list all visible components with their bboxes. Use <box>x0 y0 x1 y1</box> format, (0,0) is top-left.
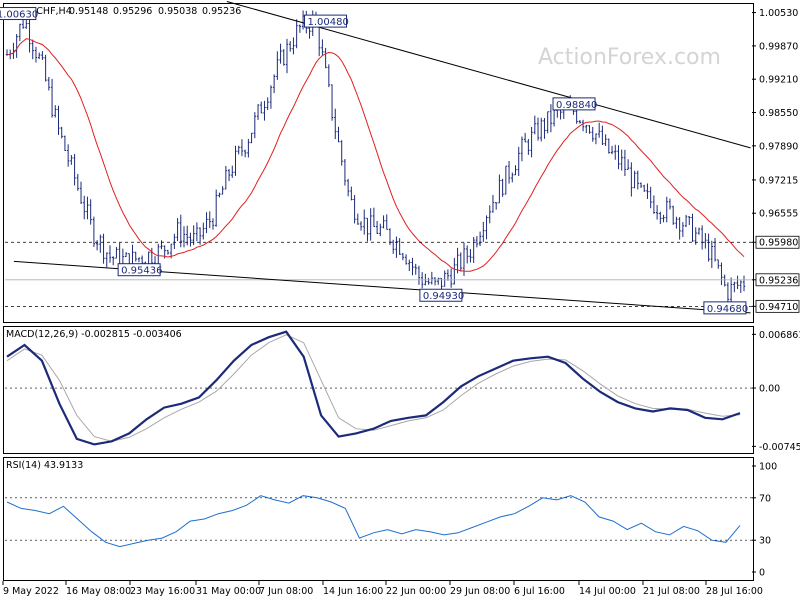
rsi-panel-frame <box>3 457 754 581</box>
rsi-axis-label: 70 <box>759 493 771 504</box>
price-axis-label: 1.00530 <box>759 8 798 19</box>
price-axis-label: 0.99870 <box>759 41 798 52</box>
price-axis: 1.00530 0.99870 0.99210 0.98550 0.97890 0.972… <box>752 8 800 313</box>
price-annotation-box <box>117 263 161 277</box>
price-axis-label: 0.96555 <box>759 209 798 220</box>
time-axis-label: 29 Jun 08:00 <box>450 586 510 597</box>
time-axis-label: 9 May 2022 <box>3 586 59 597</box>
macd-axis-label: -0.007454 <box>759 442 800 453</box>
rsi-line <box>6 495 741 548</box>
macd-axis: 0.006861 0.00 -0.007454 <box>752 330 800 453</box>
time-axis-label: 31 May 00:00 <box>196 586 261 597</box>
price-annotation: 0.94680 <box>703 301 748 315</box>
price-axis-label-box <box>755 273 800 287</box>
price-axis-label: 0.95236 <box>759 275 798 286</box>
rsi-axis-label: 100 <box>759 462 777 473</box>
time-axis-label: 6 Jul 16:00 <box>514 586 565 597</box>
price-panel-header: USDCHF,H4 0.95148 0.95296 0.95038 0.9523… <box>6 6 241 17</box>
macd-line <box>6 330 741 446</box>
price-axis-label: 0.99210 <box>759 75 798 86</box>
watermark: ActionForex.com <box>538 45 721 70</box>
price-annotation-label: 0.94930 <box>423 291 464 302</box>
time-axis-label: 7 Jun 08:00 <box>259 586 313 597</box>
price-axis-label: 0.97890 <box>759 141 798 152</box>
rsi-axis-label: 30 <box>759 536 771 547</box>
macd-axis-label: 0.006861 <box>759 330 800 341</box>
price-annotation: 1.00480 <box>304 14 349 28</box>
open-value: 0.95148 <box>69 6 108 17</box>
macd-title: MACD(12,26,9) -0.002815 -0.003406 <box>6 329 182 340</box>
price-annotation-label: 1.00630 <box>0 10 38 21</box>
price-annotation: 0.95436 <box>117 263 162 277</box>
price-annotation-label: 0.95436 <box>121 266 162 277</box>
rsi-axis: 100 70 30 0 <box>752 462 777 579</box>
time-axis-label: 14 Jul 00:00 <box>579 586 636 597</box>
price-annotation: 0.94930 <box>419 288 464 302</box>
macd-signal-line <box>6 334 741 442</box>
price-axis-label: 0.97215 <box>759 175 798 186</box>
price-annotation-box <box>0 7 37 21</box>
price-panel-frame <box>3 3 754 323</box>
low-value: 0.95038 <box>158 6 197 17</box>
price-axis-label: 0.98550 <box>759 108 798 119</box>
price-axis-label: 0.94710 <box>759 302 798 313</box>
price-annotation-label: 0.94680 <box>707 304 748 315</box>
rsi-series <box>5 495 752 548</box>
time-axis-label: 22 Jun 00:00 <box>386 586 446 597</box>
time-axis-label: 23 May 16:00 <box>130 586 195 597</box>
time-axis-label: 21 Jul 08:00 <box>643 586 700 597</box>
time-axis-label: 16 May 08:00 <box>66 586 131 597</box>
price-axis-label: 0.95980 <box>759 238 798 249</box>
price-annotation-box <box>419 288 463 302</box>
price-annotation-label: 0.98840 <box>556 100 597 111</box>
price-annotations: 1.00630 0.95436 1.00480 0.94930 0.98840 0.946… <box>0 7 748 315</box>
price-series <box>5 0 752 314</box>
macd-series <box>5 330 752 446</box>
moving-average-line <box>6 38 745 272</box>
symbol-label: USDCHF,H4 <box>16 6 72 17</box>
price-annotation-label: 1.00480 <box>308 17 349 28</box>
price-annotation: 0.98840 <box>552 97 597 111</box>
time-axis-label: 14 Jun 16:00 <box>323 586 383 597</box>
high-value: 0.95296 <box>113 6 152 17</box>
rsi-axis-label: 0 <box>759 568 765 579</box>
time-axis-label: 28 Jul 16:00 <box>706 586 763 597</box>
rsi-title: RSI(14) 43.9133 <box>6 460 83 471</box>
price-annotation: 1.00630 <box>0 7 38 21</box>
price-annotation-box <box>304 14 348 28</box>
price-axis-label-box <box>755 235 800 249</box>
macd-panel-frame <box>3 326 754 454</box>
price-axis-label-box <box>755 299 800 313</box>
price-annotation-box <box>703 301 747 315</box>
price-annotation-box <box>552 97 596 111</box>
close-value: 0.95236 <box>202 6 241 17</box>
macd-axis-label: 0.00 <box>759 384 780 395</box>
